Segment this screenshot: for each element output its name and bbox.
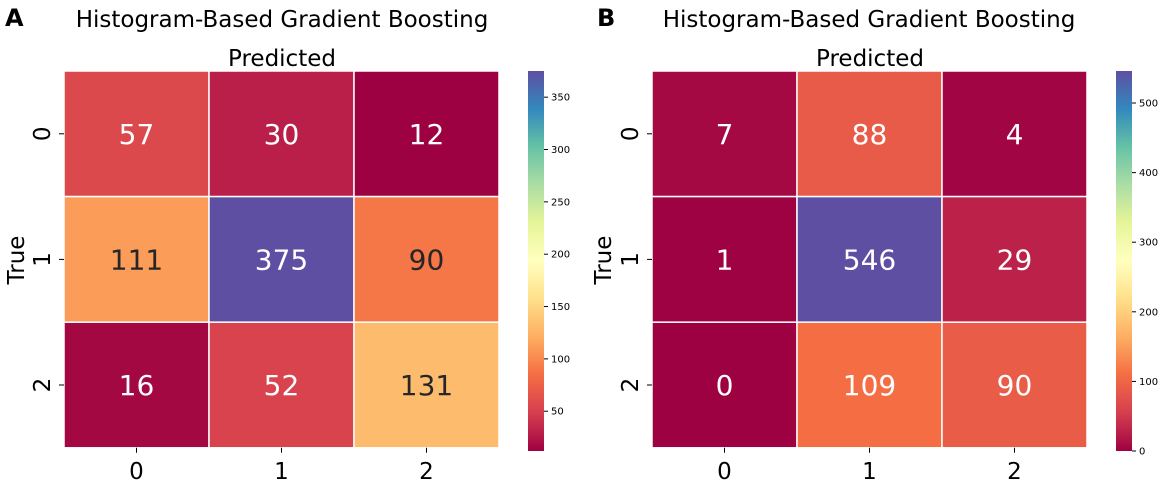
heatmap-cell (796, 321, 943, 449)
cell-value-label: 30 (264, 118, 300, 151)
cell-value-label: 90 (409, 243, 445, 276)
cell-value-label: 52 (264, 369, 300, 402)
colorbar-tick-label: 200 (1139, 307, 1158, 318)
colorbar-tick-label: 300 (1139, 238, 1158, 249)
x-axis-label: Predicted (816, 46, 924, 72)
x-tick-label: 0 (717, 459, 732, 483)
cell-value-label: 12 (409, 118, 445, 151)
colorbar (528, 71, 544, 451)
heatmap-cell (208, 321, 355, 449)
x-tick-label: 2 (1007, 459, 1022, 483)
heatmap-cell (651, 321, 798, 449)
chart-title: Histogram-Based Gradient Boosting (76, 7, 489, 33)
y-tick-label: 0 (30, 126, 56, 141)
x-axis-label: Predicted (228, 46, 336, 72)
chart-title: Histogram-Based Gradient Boosting (663, 7, 1076, 33)
panel-label: A (5, 4, 24, 32)
colorbar-tick-label: 200 (551, 250, 570, 261)
cell-value-label: 4 (1006, 118, 1024, 151)
y-tick-label: 1 (30, 252, 56, 267)
cell-value-label: 0 (716, 369, 734, 402)
y-tick-label: 0 (618, 126, 644, 141)
x-tick-label: 1 (862, 459, 877, 483)
colorbar-tick-label: 150 (551, 302, 570, 313)
cell-value-label: 131 (400, 369, 453, 402)
heatmap-cell (941, 70, 1088, 198)
cell-value-label: 375 (255, 243, 308, 276)
colorbar-tick-label: 500 (1139, 99, 1158, 110)
colorbar-tick-label: 100 (551, 354, 570, 365)
y-tick-label: 2 (618, 378, 644, 393)
heatmap-cell (63, 70, 210, 198)
y-tick-label: 2 (30, 378, 56, 393)
heatmap-cell (208, 70, 355, 198)
y-axis-label: True (4, 236, 30, 286)
panel-label: B (597, 4, 615, 32)
confusion-matrix-panel-b: B Histogram-Based Gradient Boosting Pred… (591, 4, 1158, 483)
colorbar (1116, 71, 1132, 451)
heatmap-cell (353, 195, 500, 323)
y-tick-label: 1 (618, 252, 644, 267)
heatmap-cell (796, 195, 943, 323)
cell-value-label: 111 (110, 243, 163, 276)
colorbar-tick-label: 250 (551, 197, 570, 208)
cell-value-label: 88 (852, 118, 888, 151)
confusion-matrix-panel-a: A Histogram-Based Gradient Boosting Pred… (4, 4, 570, 483)
heatmap-cell (941, 321, 1088, 449)
heatmap-cell (651, 70, 798, 198)
x-tick-label: 0 (129, 459, 144, 483)
cell-value-label: 57 (119, 118, 155, 151)
heatmap-cell (353, 70, 500, 198)
cell-value-label: 546 (843, 243, 896, 276)
cell-value-label: 90 (997, 369, 1033, 402)
colorbar-tick-label: 50 (551, 407, 564, 418)
cell-value-label: 29 (997, 243, 1033, 276)
heatmap-cell (796, 70, 943, 198)
heatmap-cell (941, 195, 1088, 323)
heatmap-cell (63, 195, 210, 323)
cell-value-label: 109 (843, 369, 896, 402)
colorbar-tick-label: 0 (1139, 447, 1145, 458)
y-axis-label: True (591, 236, 617, 286)
x-tick-label: 1 (274, 459, 289, 483)
colorbar-tick-label: 350 (551, 93, 570, 104)
colorbar-tick-label: 100 (1139, 377, 1158, 388)
colorbar-tick-label: 400 (1139, 168, 1158, 179)
cell-value-label: 1 (716, 243, 734, 276)
heatmap-cell (208, 195, 355, 323)
x-tick-label: 2 (419, 459, 434, 483)
cell-value-label: 7 (716, 118, 734, 151)
colorbar-tick-label: 300 (551, 145, 570, 156)
cell-value-label: 16 (119, 369, 155, 402)
